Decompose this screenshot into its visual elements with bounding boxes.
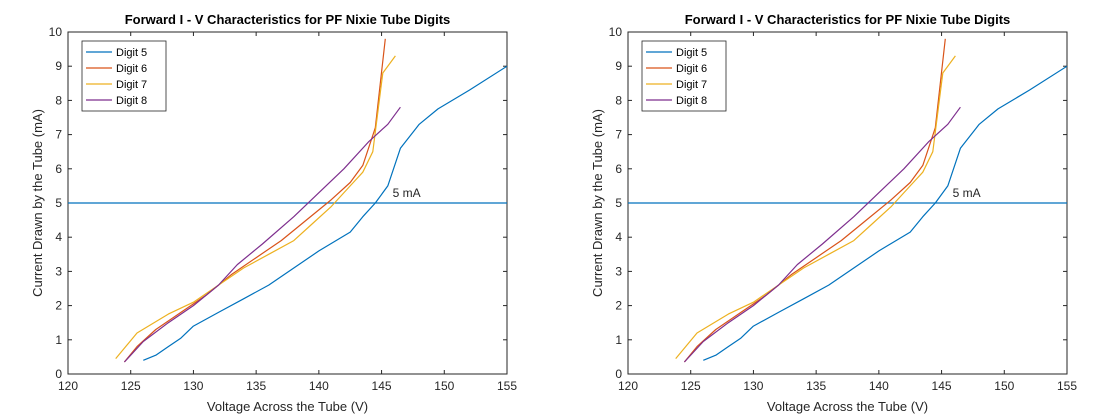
series-line-digit-5 bbox=[143, 65, 507, 361]
x-tick-label: 130 bbox=[183, 379, 203, 393]
y-tick-label: 10 bbox=[609, 25, 623, 39]
x-tick-label: 120 bbox=[618, 379, 638, 393]
series-line-digit-8 bbox=[123, 106, 401, 363]
y-tick-label: 4 bbox=[615, 230, 622, 244]
y-tick-label: 9 bbox=[55, 59, 62, 73]
series-line-digit-6 bbox=[123, 38, 386, 363]
x-tick-label: 145 bbox=[932, 379, 952, 393]
legend-entry-label: Digit 5 bbox=[116, 47, 147, 59]
y-tick-label: 5 bbox=[615, 196, 622, 210]
x-tick-label: 135 bbox=[246, 379, 266, 393]
chart-title: Forward I - V Characteristics for PF Nix… bbox=[125, 12, 451, 27]
legend-box bbox=[81, 40, 167, 112]
legend-entry-label: Digit 8 bbox=[676, 95, 707, 107]
y-tick-label: 7 bbox=[615, 128, 622, 142]
series-line-digit-7 bbox=[115, 55, 396, 359]
y-tick-label: 4 bbox=[55, 230, 62, 244]
series-group bbox=[675, 38, 1067, 363]
x-axis-label: Voltage Across the Tube (V) bbox=[207, 399, 368, 414]
legend-entry-label: Digit 8 bbox=[116, 95, 147, 107]
y-tick-label: 5 bbox=[55, 196, 62, 210]
x-tick-label: 150 bbox=[434, 379, 454, 393]
legend-entry-label: Digit 5 bbox=[676, 47, 707, 59]
y-tick-label: 6 bbox=[615, 162, 622, 176]
y-tick-label: 1 bbox=[55, 333, 62, 347]
x-tick-label: 140 bbox=[869, 379, 889, 393]
legend-box bbox=[641, 40, 727, 112]
series-line-digit-6 bbox=[683, 38, 946, 363]
chart-panel-1: 120 125 130 135 140 145 150 155 0 1 2 3 4 5 6 7 8 9 10 5 mA… bbox=[30, 12, 517, 414]
x-tick-label: 135 bbox=[806, 379, 826, 393]
y-tick-label: 9 bbox=[615, 59, 622, 73]
legend: Digit 5 Digit 6 Digit 7 Digit 8 bbox=[81, 40, 167, 112]
legend-entry-label: Digit 6 bbox=[676, 63, 707, 75]
y-axis-label: Current Drawn by the Tube (mA) bbox=[590, 109, 605, 297]
y-tick-label: 6 bbox=[55, 162, 62, 176]
y-tick-label: 2 bbox=[55, 299, 62, 313]
x-tick-label: 155 bbox=[1057, 379, 1077, 393]
reference-line-label: 5 mA bbox=[393, 186, 421, 200]
series-line-digit-8 bbox=[683, 106, 961, 363]
y-tick-label: 3 bbox=[615, 264, 622, 278]
x-tick-label: 145 bbox=[372, 379, 392, 393]
x-tick-label: 120 bbox=[58, 379, 78, 393]
y-tick-label: 8 bbox=[55, 93, 62, 107]
legend-entry-label: Digit 7 bbox=[116, 79, 147, 91]
y-axis-label: Current Drawn by the Tube (mA) bbox=[30, 109, 45, 297]
legend-entry-label: Digit 7 bbox=[676, 79, 707, 91]
x-tick-label: 150 bbox=[994, 379, 1014, 393]
x-tick-label: 130 bbox=[743, 379, 763, 393]
y-tick-label: 0 bbox=[55, 367, 62, 381]
y-tick-label: 10 bbox=[49, 25, 63, 39]
y-tick-label: 1 bbox=[615, 333, 622, 347]
x-tick-label: 140 bbox=[309, 379, 329, 393]
x-tick-label: 155 bbox=[497, 379, 517, 393]
x-axis-label: Voltage Across the Tube (V) bbox=[767, 399, 928, 414]
series-group bbox=[115, 38, 507, 363]
legend-entry-label: Digit 6 bbox=[116, 63, 147, 75]
y-tick-label: 3 bbox=[55, 264, 62, 278]
legend: Digit 5 Digit 6 Digit 7 Digit 8 bbox=[641, 40, 727, 112]
x-tick-label: 125 bbox=[681, 379, 701, 393]
chart-panel-2: 120 125 130 135 140 145 150 155 0 1 2 3 4 5 6 7 8 9 10 5 mA… bbox=[590, 12, 1077, 414]
series-line-digit-7 bbox=[675, 55, 956, 359]
reference-line-label: 5 mA bbox=[953, 186, 981, 200]
chart-title: Forward I - V Characteristics for PF Nix… bbox=[685, 12, 1011, 27]
y-tick-label: 0 bbox=[615, 367, 622, 381]
series-line-digit-5 bbox=[703, 65, 1067, 361]
y-tick-label: 8 bbox=[615, 93, 622, 107]
y-tick-label: 7 bbox=[55, 128, 62, 142]
x-tick-label: 125 bbox=[121, 379, 141, 393]
y-tick-label: 2 bbox=[615, 299, 622, 313]
